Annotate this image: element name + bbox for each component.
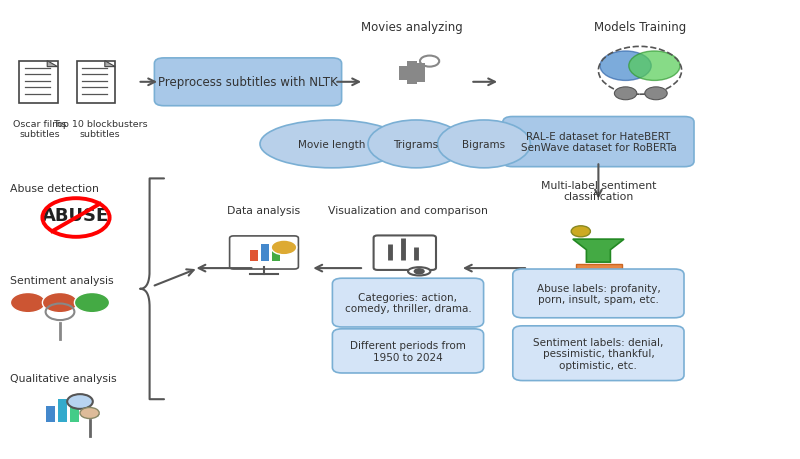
Circle shape bbox=[600, 52, 651, 81]
Text: Visualization and comparison: Visualization and comparison bbox=[328, 206, 488, 216]
Ellipse shape bbox=[438, 121, 530, 168]
Circle shape bbox=[74, 293, 110, 313]
Circle shape bbox=[629, 52, 680, 81]
Circle shape bbox=[414, 269, 425, 275]
Text: ABUSE: ABUSE bbox=[42, 207, 110, 225]
FancyBboxPatch shape bbox=[58, 399, 67, 422]
Circle shape bbox=[10, 293, 46, 313]
FancyBboxPatch shape bbox=[399, 67, 409, 80]
Circle shape bbox=[271, 241, 297, 255]
FancyBboxPatch shape bbox=[46, 406, 55, 422]
Text: Models Training: Models Training bbox=[594, 21, 686, 34]
FancyBboxPatch shape bbox=[415, 64, 425, 83]
FancyBboxPatch shape bbox=[261, 244, 269, 262]
Circle shape bbox=[571, 226, 590, 237]
Text: Oscar films
subtitles: Oscar films subtitles bbox=[14, 119, 66, 139]
FancyBboxPatch shape bbox=[502, 118, 694, 168]
Text: Sentiment analysis: Sentiment analysis bbox=[10, 275, 114, 285]
FancyBboxPatch shape bbox=[333, 279, 483, 327]
Text: Abuse detection: Abuse detection bbox=[10, 183, 98, 193]
Circle shape bbox=[42, 293, 78, 313]
FancyBboxPatch shape bbox=[333, 329, 483, 373]
Circle shape bbox=[67, 394, 93, 409]
Circle shape bbox=[80, 408, 99, 419]
FancyBboxPatch shape bbox=[513, 269, 684, 318]
FancyBboxPatch shape bbox=[77, 62, 115, 104]
Text: Different periods from
1950 to 2024: Different periods from 1950 to 2024 bbox=[350, 341, 466, 362]
FancyBboxPatch shape bbox=[230, 236, 298, 269]
Circle shape bbox=[614, 88, 637, 101]
Circle shape bbox=[645, 88, 667, 101]
FancyBboxPatch shape bbox=[154, 59, 342, 106]
Ellipse shape bbox=[408, 268, 430, 276]
Text: Movie length: Movie length bbox=[298, 140, 366, 150]
Text: Top 10 blockbusters
subtitles: Top 10 blockbusters subtitles bbox=[53, 119, 147, 139]
Text: Data analysis: Data analysis bbox=[227, 206, 301, 216]
Polygon shape bbox=[105, 62, 115, 67]
Ellipse shape bbox=[260, 121, 404, 168]
Polygon shape bbox=[573, 240, 624, 263]
Text: Categories: action,
comedy, thriller, drama.: Categories: action, comedy, thriller, dr… bbox=[345, 292, 471, 313]
FancyBboxPatch shape bbox=[70, 403, 79, 422]
FancyBboxPatch shape bbox=[272, 248, 280, 262]
Text: Movies analyzing: Movies analyzing bbox=[361, 21, 463, 34]
Text: RAL-E dataset for HateBERT
SenWave dataset for RoBERTa: RAL-E dataset for HateBERT SenWave datas… bbox=[521, 132, 676, 153]
Text: Abuse labels: profanity,
porn, insult, spam, etc.: Abuse labels: profanity, porn, insult, s… bbox=[537, 283, 660, 304]
Text: Trigrams: Trigrams bbox=[394, 140, 438, 150]
Text: Qualitative analysis: Qualitative analysis bbox=[10, 374, 116, 384]
Text: Multi-label sentiment
classification: Multi-label sentiment classification bbox=[541, 180, 656, 202]
FancyBboxPatch shape bbox=[407, 62, 417, 85]
FancyBboxPatch shape bbox=[513, 326, 684, 381]
FancyBboxPatch shape bbox=[250, 250, 258, 262]
FancyBboxPatch shape bbox=[19, 62, 58, 104]
Polygon shape bbox=[47, 62, 58, 67]
Text: Sentiment labels: denial,
pessimistic, thankful,
optimistic, etc.: Sentiment labels: denial, pessimistic, t… bbox=[534, 337, 663, 370]
FancyBboxPatch shape bbox=[374, 236, 436, 270]
Text: Preprocess subtitles with NLTK: Preprocess subtitles with NLTK bbox=[158, 76, 338, 89]
Text: Bigrams: Bigrams bbox=[462, 140, 506, 150]
Ellipse shape bbox=[368, 121, 464, 168]
FancyBboxPatch shape bbox=[576, 265, 622, 282]
